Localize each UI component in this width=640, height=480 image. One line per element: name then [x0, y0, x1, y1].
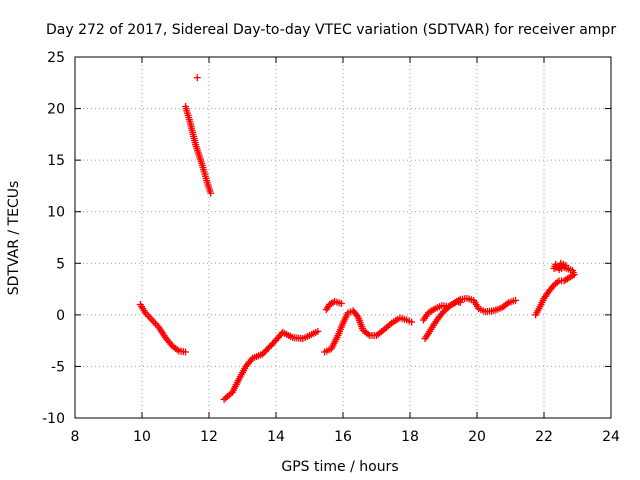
data-points	[136, 74, 578, 403]
x-tick-label: 20	[468, 429, 486, 445]
y-tick-label: 25	[47, 50, 65, 66]
data-point	[386, 321, 394, 329]
data-point	[512, 296, 520, 304]
data-point	[552, 260, 560, 268]
x-tick-labels: 8 10 12 14 16 18 20 22 24	[71, 429, 620, 445]
plot-frame	[74, 56, 612, 419]
y-tick-label: 5	[56, 256, 65, 272]
x-tick-label: 12	[200, 429, 218, 445]
data-point	[364, 330, 372, 338]
data-point	[441, 306, 449, 314]
y-axis-label: SDTVAR / TECUs	[6, 181, 22, 296]
chart-title: Day 272 of 2017, Sidereal Day-to-day VTE…	[46, 22, 616, 38]
x-tick-label: 22	[535, 429, 553, 445]
data-point	[337, 300, 345, 308]
x-tick-label: 16	[334, 429, 352, 445]
data-point	[440, 308, 447, 316]
y-tick-label: 15	[47, 153, 65, 169]
y-tick-label: 10	[47, 205, 65, 221]
data-point	[207, 189, 215, 197]
y-tick-label: -5	[51, 359, 65, 375]
data-point	[193, 74, 201, 82]
data-point	[408, 318, 416, 326]
grid-lines	[75, 57, 611, 418]
data-point	[429, 306, 437, 314]
data-point	[314, 327, 322, 335]
y-tick-label: 20	[47, 102, 65, 118]
data-point	[182, 348, 190, 356]
x-tick-label: 10	[133, 429, 151, 445]
axis-ticks	[74, 56, 612, 419]
y-tick-labels: -10 -5 0 5 10 15 20 25	[42, 50, 65, 427]
x-tick-label: 14	[267, 429, 285, 445]
x-tick-label: 24	[602, 429, 620, 445]
y-tick-label: -10	[42, 411, 65, 427]
y-tick-label: 0	[56, 308, 65, 324]
x-tick-label: 18	[401, 429, 419, 445]
x-tick-label: 8	[71, 429, 80, 445]
x-axis-label: GPS time / hours	[281, 459, 398, 475]
data-point	[173, 346, 181, 354]
data-point	[553, 278, 561, 286]
data-point	[455, 296, 463, 304]
data-point	[503, 300, 511, 308]
